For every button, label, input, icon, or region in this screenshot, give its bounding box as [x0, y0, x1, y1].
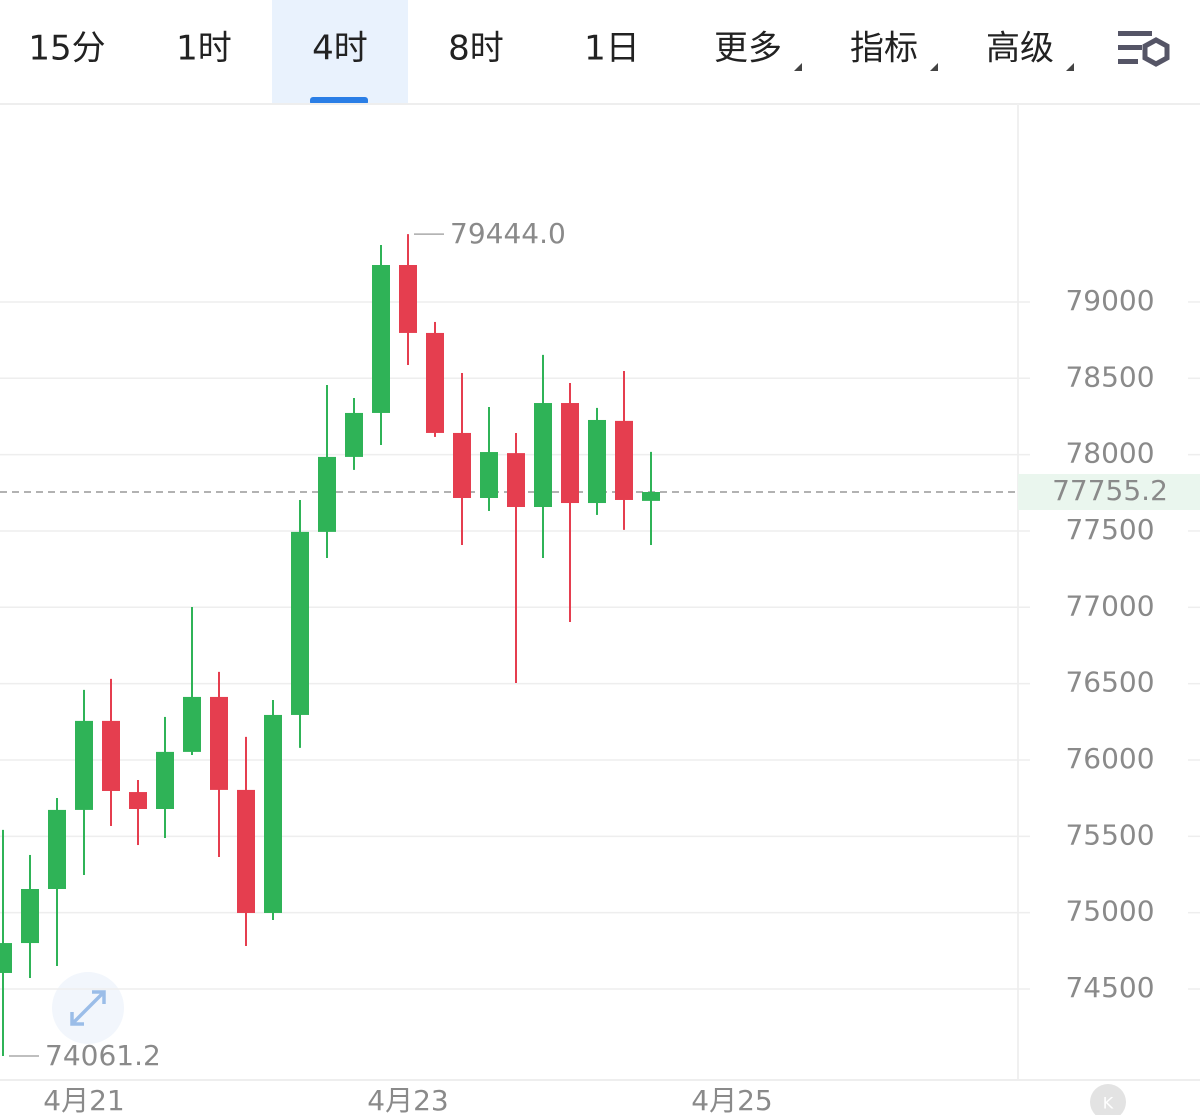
- candle-body: [183, 696, 201, 752]
- y-tick-label: 78500: [1065, 360, 1154, 393]
- candle-body: [399, 265, 417, 333]
- tab[interactable]: 15分: [28, 29, 105, 69]
- y-tick-label: 76500: [1065, 666, 1154, 699]
- expand-button[interactable]: [52, 972, 124, 1044]
- toolbar: [0, 0, 1200, 104]
- candle-body: [0, 943, 12, 973]
- dropdown-caret: [1066, 63, 1074, 71]
- corner-icon: K: [1103, 1094, 1114, 1113]
- active-tab-bg: [272, 0, 408, 104]
- y-tick-label: 75500: [1065, 818, 1154, 851]
- y-tick-label: 77500: [1065, 513, 1154, 546]
- y-tick-label: 74500: [1065, 971, 1154, 1004]
- candle-body: [588, 419, 606, 504]
- candle-body: [453, 432, 471, 498]
- candle-body: [237, 789, 255, 913]
- tab[interactable]: 1时: [176, 29, 232, 69]
- expand-arrow: [70, 990, 106, 1026]
- candle-body: [615, 420, 633, 500]
- x-tick-label: 4月25: [691, 1084, 772, 1115]
- dropdown-caret: [794, 63, 802, 71]
- candle-body: [642, 492, 660, 501]
- candle-body: [48, 809, 66, 890]
- icon-bar: [1118, 31, 1152, 36]
- tab[interactable]: 1日: [584, 29, 640, 69]
- y-tick-label: 79000: [1065, 284, 1154, 317]
- tab[interactable]: 8时: [448, 29, 504, 69]
- tab[interactable]: 指标: [850, 29, 918, 69]
- corner-icon-bg[interactable]: [1090, 1084, 1126, 1115]
- y-tick-label: 75000: [1065, 895, 1154, 928]
- candle-body: [480, 452, 498, 498]
- last-price-label: 77755.2: [1052, 474, 1168, 507]
- tab[interactable]: 更多: [714, 29, 782, 69]
- icon-bar: [1118, 59, 1138, 64]
- candle-body: [75, 720, 93, 810]
- y-tick-label: 78000: [1065, 437, 1154, 470]
- tab[interactable]: 4时: [312, 29, 368, 69]
- candle-body: [129, 792, 147, 809]
- candle-body: [102, 720, 120, 791]
- y-tick-label: 76000: [1065, 742, 1154, 775]
- candle-body: [426, 332, 444, 433]
- candle-body: [291, 531, 309, 715]
- max-label: 79444.0: [450, 217, 566, 250]
- x-tick-label: 4月21: [43, 1084, 124, 1115]
- candle-body: [318, 456, 336, 532]
- y-tick-label: 77000: [1065, 589, 1154, 622]
- tab[interactable]: 高级: [986, 29, 1054, 69]
- candle-body: [156, 751, 174, 809]
- candle-body: [372, 265, 390, 413]
- icon-hex: [1142, 37, 1170, 67]
- candle-body: [345, 412, 363, 457]
- candle-body: [210, 696, 228, 790]
- candle-body: [534, 403, 552, 508]
- min-label: 74061.2: [45, 1039, 161, 1072]
- last-price-bg: [1018, 474, 1200, 511]
- settings-icon[interactable]: [1118, 31, 1170, 67]
- x-tick-label: 4月23: [367, 1084, 448, 1115]
- candle-body: [264, 714, 282, 913]
- candle-body: [561, 403, 579, 504]
- dropdown-caret: [930, 63, 938, 71]
- candle-body: [507, 453, 525, 508]
- icon-bar: [1118, 45, 1142, 50]
- candle-body: [21, 889, 39, 944]
